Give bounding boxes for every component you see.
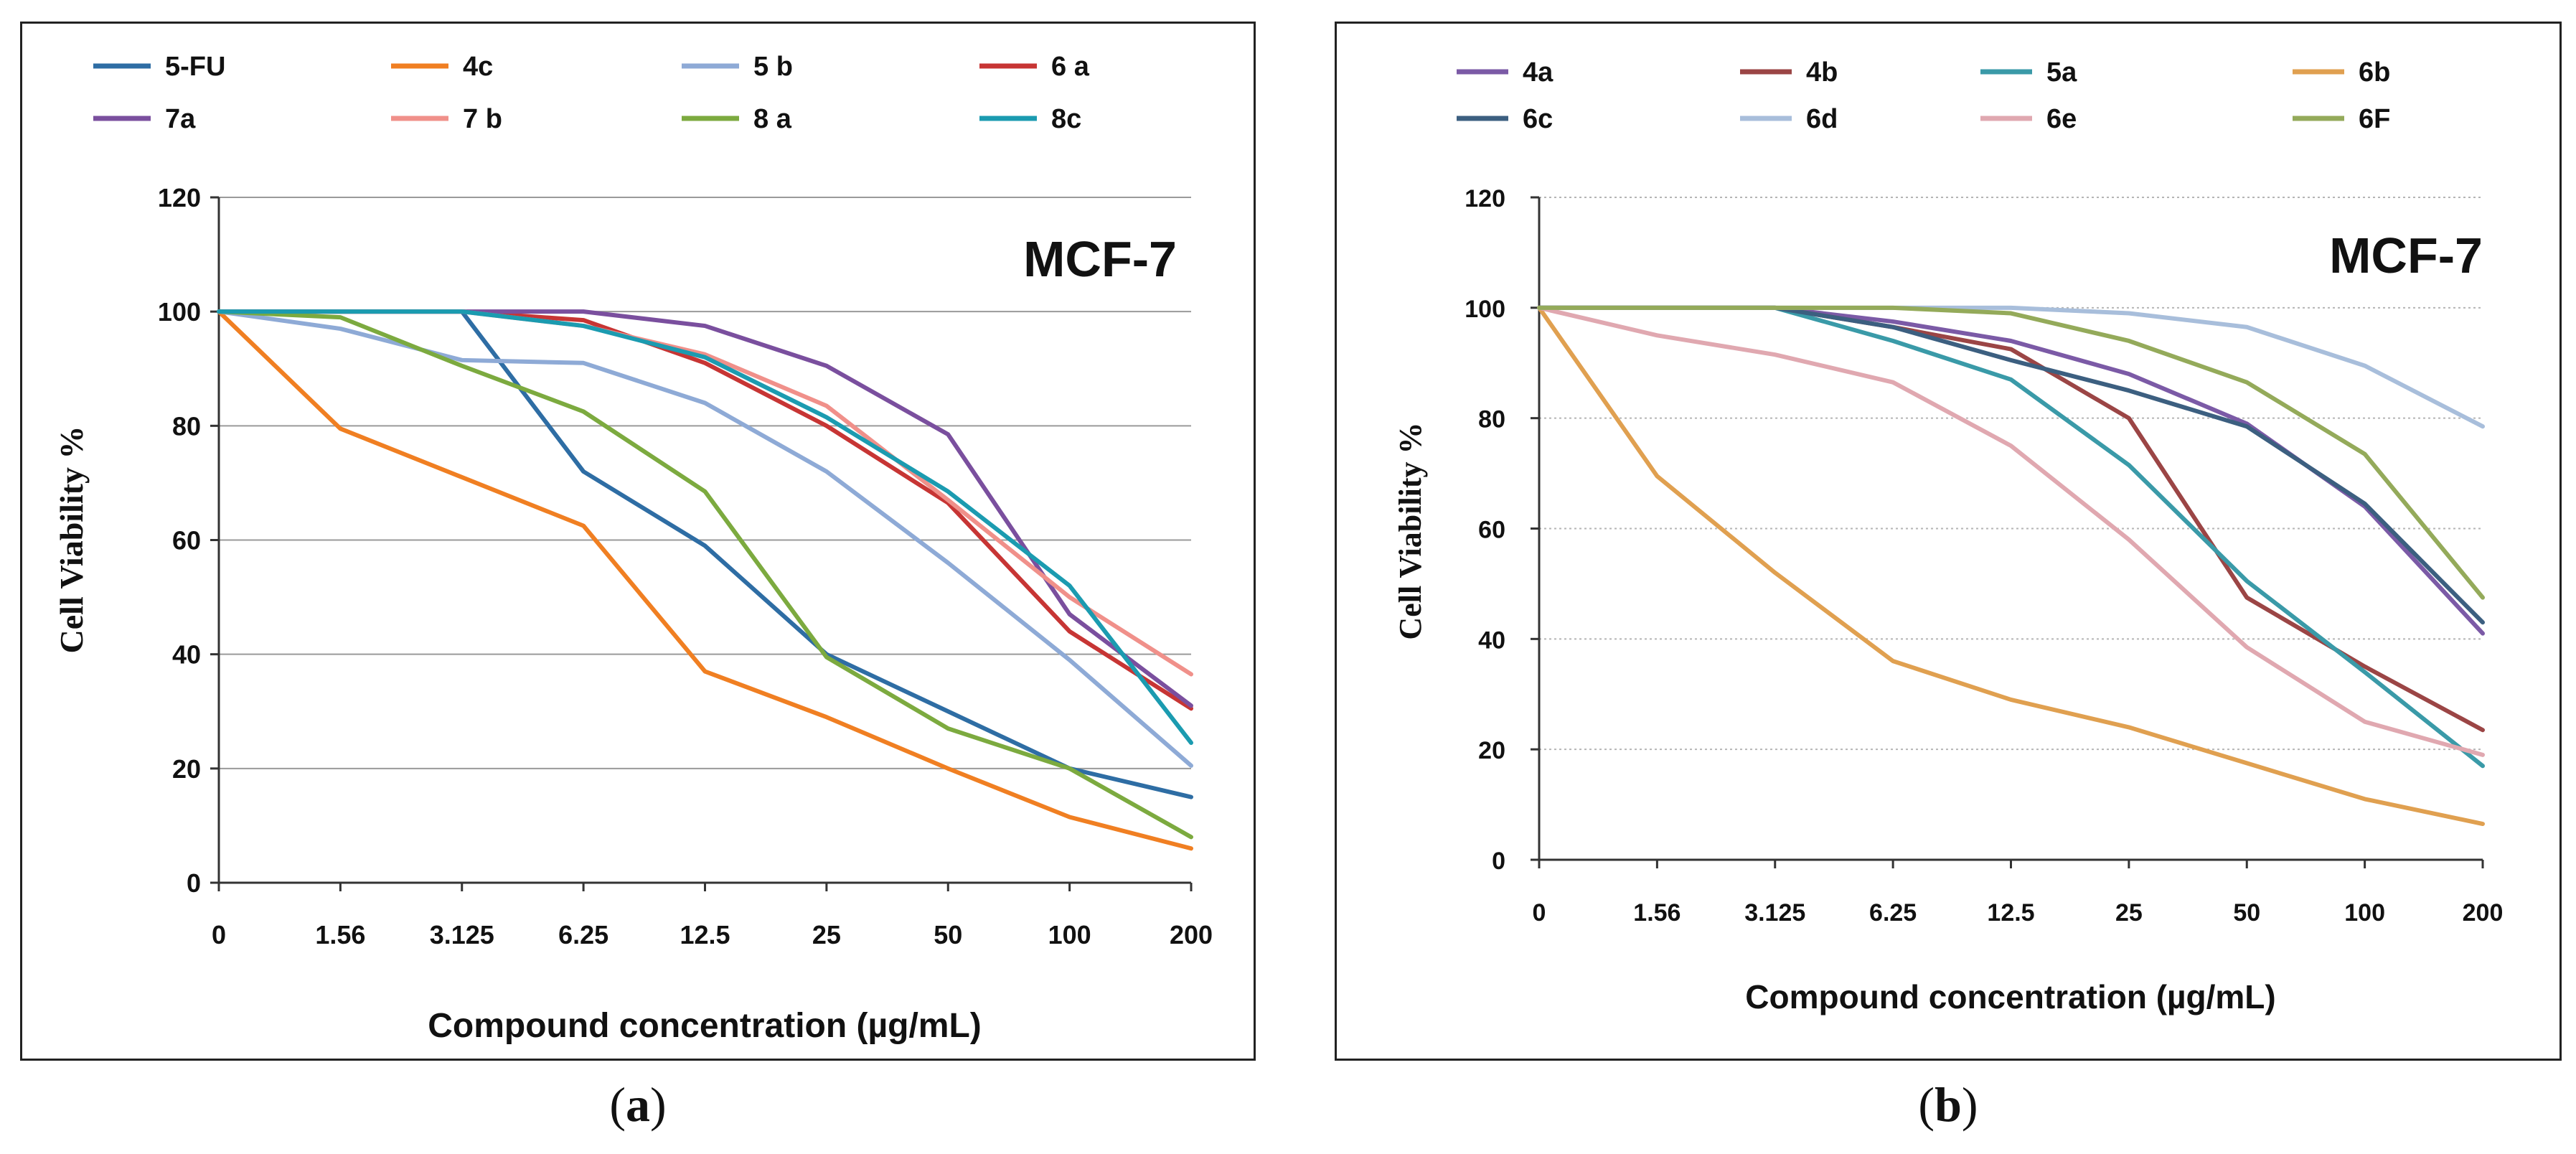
x-tick-label: 25 — [2115, 899, 2143, 927]
legend-label: 6 a — [1051, 52, 1090, 82]
legend-label: 6e — [2046, 104, 2077, 134]
y-tick-label: 20 — [172, 754, 201, 784]
chart-panel-a — [20, 22, 1256, 1061]
x-tick-label: 1.56 — [315, 920, 365, 949]
y-tick-label: 100 — [158, 297, 201, 327]
x-tick-label: 1.56 — [1633, 899, 1680, 927]
y-tick-label: 80 — [1478, 406, 1505, 433]
series-line-6a — [217, 309, 1193, 711]
y-axis-label: Cell Viability % — [53, 426, 90, 654]
y-tick-label: 80 — [172, 411, 201, 441]
legend-label: 6c — [1523, 104, 1553, 134]
series-line-5a — [1537, 305, 2485, 769]
series-line-7a — [217, 309, 1193, 708]
x-tick-label: 3.125 — [430, 920, 494, 949]
y-tick-label: 100 — [1465, 296, 1505, 323]
y-tick-label: 40 — [1478, 627, 1505, 654]
x-tick-label: 6.25 — [558, 920, 608, 949]
legend-label: 6d — [1806, 104, 1838, 134]
legend-label: 4c — [463, 52, 493, 82]
legend-label: 4b — [1806, 57, 1838, 88]
y-tick-label: 0 — [187, 868, 201, 898]
legend-label: 8 a — [753, 104, 792, 134]
x-tick-label: 200 — [1170, 920, 1213, 949]
series-line-4b — [1537, 305, 2485, 733]
x-tick-label: 50 — [2233, 899, 2260, 927]
legend-label: 4a — [1523, 57, 1553, 88]
x-tick-label: 3.125 — [1744, 899, 1805, 927]
legend-label: 8c — [1051, 104, 1081, 134]
legend-label: 5 b — [753, 52, 793, 82]
x-tick-label: 50 — [934, 920, 962, 949]
series-line-5-fu — [217, 309, 1193, 799]
y-tick-label: 120 — [1465, 185, 1505, 212]
x-tick-label: 200 — [2463, 899, 2504, 927]
x-tick-label: 12.5 — [680, 920, 730, 949]
legend-label: 5a — [2046, 57, 2077, 88]
chart-title: MCF-7 — [2329, 227, 2483, 283]
x-tick-label: 0 — [1533, 899, 1546, 927]
panel-caption-b: (b) — [1918, 1077, 1978, 1132]
y-tick-label: 60 — [1478, 517, 1505, 544]
legend-label: 7 b — [463, 104, 502, 134]
y-axis-label: Cell Viability % — [1393, 422, 1428, 639]
series-line-8c — [217, 309, 1193, 746]
y-tick-label: 20 — [1478, 737, 1505, 764]
legend-label: 7a — [165, 104, 196, 134]
y-tick-label: 120 — [158, 183, 201, 212]
x-tick-label: 0 — [212, 920, 226, 949]
x-tick-label: 12.5 — [1987, 899, 2034, 927]
series-line-5b — [217, 309, 1193, 768]
legend-label: 6F — [2359, 104, 2390, 134]
legend-label: 6b — [2359, 57, 2390, 88]
x-axis-label: Compound concentration (µg/mL) — [1745, 978, 2275, 1015]
chart-title: MCF-7 — [1023, 231, 1177, 287]
x-tick-label: 100 — [2344, 899, 2385, 927]
x-tick-label: 25 — [812, 920, 841, 949]
series-line-6c — [1537, 305, 2485, 625]
x-axis-label: Compound concentration (µg/mL) — [428, 1007, 982, 1045]
y-tick-label: 0 — [1492, 848, 1505, 875]
legend-label: 5-FU — [165, 52, 225, 82]
series-line-6d — [1537, 305, 2485, 429]
y-tick-label: 60 — [172, 526, 201, 555]
series-line-6b — [1537, 305, 2485, 827]
x-tick-label: 100 — [1048, 920, 1091, 949]
x-tick-label: 6.25 — [1869, 899, 1917, 927]
series-line-6e — [1537, 305, 2485, 757]
y-tick-label: 40 — [172, 640, 201, 670]
panel-caption-a: (a) — [609, 1077, 667, 1132]
